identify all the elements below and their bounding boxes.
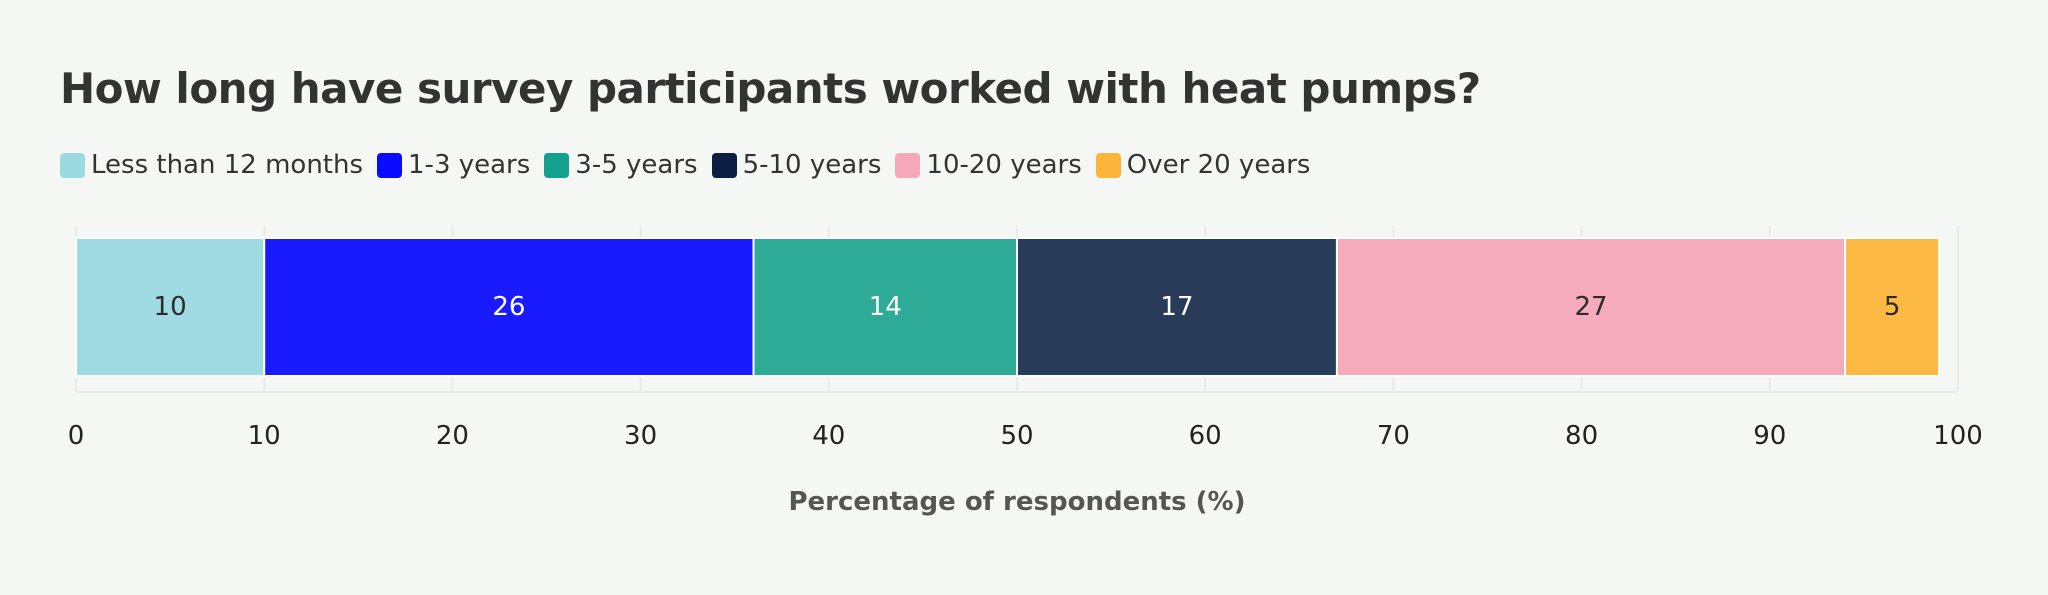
x-tick-label: 90	[1753, 421, 1786, 451]
x-tick-label: 50	[1000, 421, 1033, 451]
x-tick-label: 20	[436, 421, 469, 451]
x-axis-title: Percentage of respondents (%)	[788, 487, 1245, 517]
data-label: 10	[154, 292, 187, 322]
x-tick-label: 80	[1565, 421, 1598, 451]
chart-title: How long have survey participants worked…	[60, 64, 1481, 113]
data-label: 27	[1574, 292, 1607, 322]
x-tick-label: 70	[1377, 421, 1410, 451]
legend-swatch	[544, 152, 570, 178]
x-tick-label: 0	[68, 421, 85, 451]
legend-label: 1-3 years	[408, 150, 531, 180]
data-label: 17	[1160, 292, 1193, 322]
legend-swatch	[377, 152, 403, 178]
bar-segment	[752, 237, 1019, 377]
data-label: 26	[492, 292, 525, 322]
bar-segment	[1844, 237, 1941, 377]
x-tick-label: 60	[1189, 421, 1222, 451]
bar-segment	[263, 237, 755, 377]
legend-item-less-than-12-months[interactable]: Less than 12 months	[60, 150, 363, 180]
legend-item-3-5-years[interactable]: 3-5 years	[544, 150, 698, 180]
bar-segment	[1016, 237, 1338, 377]
legend-label: 10-20 years	[926, 150, 1082, 180]
x-tick-label: 30	[624, 421, 657, 451]
legend: Less than 12 months 1-3 years 3-5 years …	[60, 150, 1324, 180]
bar-segment	[1335, 237, 1847, 377]
legend-item-10-20-years[interactable]: 10-20 years	[895, 150, 1082, 180]
legend-item-1-3-years[interactable]: 1-3 years	[377, 150, 530, 180]
legend-item-5-10-years[interactable]: 5-10 years	[711, 150, 882, 180]
legend-item-over-20-years[interactable]: Over 20 years	[1095, 150, 1311, 180]
data-label: 14	[869, 292, 902, 322]
legend-swatch	[1095, 152, 1121, 178]
legend-label: Over 20 years	[1126, 150, 1311, 180]
legend-swatch	[711, 152, 737, 178]
legend-swatch	[60, 152, 85, 178]
x-tick-label: 10	[248, 421, 281, 451]
bar-segment	[75, 237, 266, 377]
legend-label: 3-5 years	[575, 150, 698, 180]
x-tick-label: 40	[812, 421, 845, 451]
data-label: 5	[1884, 292, 1901, 322]
legend-swatch	[895, 152, 921, 178]
legend-label: 5-10 years	[742, 150, 882, 180]
legend-label: Less than 12 months	[91, 150, 364, 180]
x-tick-label: 100	[1933, 421, 1983, 451]
